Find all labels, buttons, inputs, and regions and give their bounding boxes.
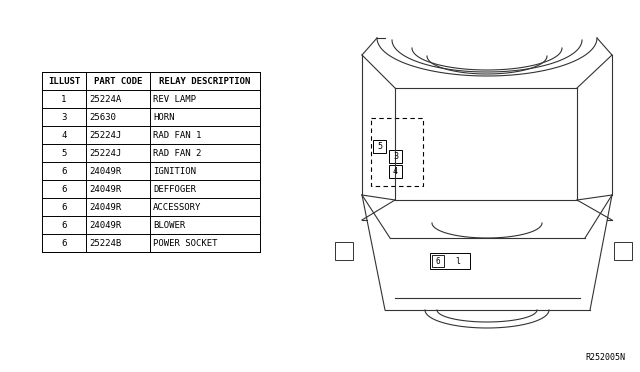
Text: BLOWER: BLOWER (153, 221, 185, 230)
Text: 25224J: 25224J (89, 148, 121, 157)
Text: 6: 6 (61, 185, 67, 193)
Text: l: l (456, 257, 461, 266)
Bar (373, 140, 386, 153)
Text: 6: 6 (61, 238, 67, 247)
Text: 5: 5 (61, 148, 67, 157)
Bar (42, 72, 260, 252)
Text: RAD FAN 2: RAD FAN 2 (153, 148, 202, 157)
Text: 3: 3 (61, 112, 67, 122)
Text: DEFFOGER: DEFFOGER (153, 185, 196, 193)
Text: IGNITION: IGNITION (153, 167, 196, 176)
Text: HORN: HORN (153, 112, 175, 122)
Text: PART CODE: PART CODE (94, 77, 142, 86)
Text: 24049R: 24049R (89, 185, 121, 193)
Text: ACCESSORY: ACCESSORY (153, 202, 202, 212)
Bar (430, 253, 470, 269)
Text: RAD FAN 1: RAD FAN 1 (153, 131, 202, 140)
Text: 25224J: 25224J (89, 131, 121, 140)
Bar (432, 255, 444, 267)
Text: POWER SOCKET: POWER SOCKET (153, 238, 218, 247)
Text: 5: 5 (377, 142, 382, 151)
Text: 3: 3 (393, 152, 398, 161)
Text: 24049R: 24049R (89, 202, 121, 212)
Text: 25224B: 25224B (89, 238, 121, 247)
Bar (371, 118, 423, 186)
Bar (389, 150, 402, 163)
Bar (614, 242, 632, 260)
Text: 25224A: 25224A (89, 94, 121, 103)
Text: 4: 4 (393, 167, 398, 176)
Text: 6: 6 (61, 221, 67, 230)
Text: ILLUST: ILLUST (48, 77, 80, 86)
Text: 4: 4 (61, 131, 67, 140)
Text: 6: 6 (61, 167, 67, 176)
Text: 25630: 25630 (89, 112, 116, 122)
Text: 1: 1 (61, 94, 67, 103)
Text: 6: 6 (436, 257, 440, 266)
Text: RELAY DESCRIPTION: RELAY DESCRIPTION (159, 77, 251, 86)
Text: R252005N: R252005N (585, 353, 625, 362)
Bar (389, 165, 402, 178)
Text: 24049R: 24049R (89, 167, 121, 176)
Text: 24049R: 24049R (89, 221, 121, 230)
Text: 6: 6 (61, 202, 67, 212)
Text: REV LAMP: REV LAMP (153, 94, 196, 103)
Bar (335, 242, 353, 260)
